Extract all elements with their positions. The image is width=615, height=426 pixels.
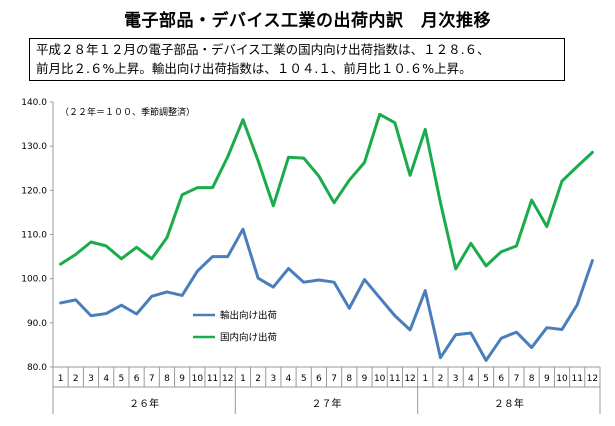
y-axis-tick-labels: 80.0 90.0 100.0 110.0 120.0 130.0 140.0 bbox=[21, 98, 47, 373]
x-tick-label: 11 bbox=[207, 374, 218, 384]
summary-box: 平成２８年１２月の電子部品・デバイス工業の国内向け出荷指数は、１２８.６、 前月… bbox=[29, 38, 565, 81]
x-tick-label: 6 bbox=[316, 374, 322, 384]
y-tick-label: 110.0 bbox=[21, 231, 47, 241]
x-tick-label: 5 bbox=[483, 374, 489, 384]
x-tick-label: 12 bbox=[404, 374, 415, 384]
x-tick-label: 10 bbox=[556, 374, 568, 384]
x-tick-label: 4 bbox=[286, 374, 292, 384]
x-tick-label: 8 bbox=[346, 374, 352, 384]
y-tick-label: 80.0 bbox=[27, 363, 47, 373]
x-tick-label: 10 bbox=[374, 374, 386, 384]
x-tick-label: 2 bbox=[438, 374, 444, 384]
x-tick-label: 8 bbox=[529, 374, 535, 384]
year-label: ２８年 bbox=[494, 397, 524, 410]
x-tick-label: 5 bbox=[119, 374, 125, 384]
x-tick-label: 9 bbox=[179, 374, 185, 384]
x-tick-label: 4 bbox=[468, 374, 474, 384]
year-label: ２６年 bbox=[129, 397, 159, 410]
series-lines bbox=[59, 112, 594, 362]
x-axis-year-labels: ２６年 ２７年 ２８年 bbox=[129, 397, 524, 410]
x-tick-label: 1 bbox=[422, 374, 428, 384]
y-tick-label: 120.0 bbox=[21, 186, 47, 196]
x-axis-month-labels: 1 2 3 4 5 6 7 8 9 10 11 12 1 2 3 4 5 6 7 8 9 10 11 12 1 2 3 4 5 6 7 8 9 1… bbox=[58, 374, 598, 384]
x-tick-label: 7 bbox=[514, 374, 520, 384]
x-tick-label: 1 bbox=[240, 374, 246, 384]
x-tick-label: 3 bbox=[270, 374, 276, 384]
x-tick-label: 9 bbox=[362, 374, 368, 384]
series-line-export bbox=[59, 227, 594, 362]
x-tick-label: 12 bbox=[587, 374, 598, 384]
y-tick-label: 130.0 bbox=[21, 142, 47, 152]
x-tick-label: 8 bbox=[164, 374, 170, 384]
summary-line-2: 前月比２.６%上昇。輸出向け出荷指数は、１０４.１、前月比１０.６%上昇。 bbox=[36, 61, 472, 76]
x-tick-label: 5 bbox=[301, 374, 307, 384]
x-tick-label: 6 bbox=[134, 374, 140, 384]
x-tick-label: 6 bbox=[498, 374, 504, 384]
chart-axes bbox=[50, 101, 601, 414]
x-tick-label: 4 bbox=[103, 374, 109, 384]
legend-label-export: 輸出向け出荷 bbox=[220, 310, 278, 322]
y-tick-label: 140.0 bbox=[21, 98, 47, 108]
x-tick-label: 1 bbox=[58, 374, 64, 384]
x-tick-label: 7 bbox=[331, 374, 337, 384]
x-tick-label: 7 bbox=[149, 374, 155, 384]
x-tick-label: 3 bbox=[88, 374, 94, 384]
summary-line-1: 平成２８年１２月の電子部品・デバイス工業の国内向け出荷指数は、１２８.６、 bbox=[36, 42, 490, 57]
x-tick-label: 11 bbox=[571, 374, 582, 384]
legend: 輸出向け出荷 国内向け出荷 bbox=[193, 310, 278, 344]
series-line-domestic bbox=[59, 112, 594, 271]
y-tick-label: 90.0 bbox=[27, 319, 47, 329]
y-tick-label: 100.0 bbox=[21, 275, 47, 285]
chart-note: （２２年＝１００、季節調整済） bbox=[60, 106, 195, 118]
x-tick-label: 11 bbox=[389, 374, 400, 384]
x-tick-label: 12 bbox=[222, 374, 233, 384]
x-tick-label: 3 bbox=[453, 374, 459, 384]
x-tick-label: 2 bbox=[73, 374, 79, 384]
legend-label-domestic: 国内向け出荷 bbox=[220, 332, 278, 344]
x-tick-label: 9 bbox=[544, 374, 550, 384]
page-title: 電子部品・デバイス工業の出荷内訳 月次推移 bbox=[124, 11, 491, 31]
year-label: ２７年 bbox=[312, 397, 342, 410]
x-tick-label: 2 bbox=[255, 374, 261, 384]
x-tick-label: 10 bbox=[192, 374, 204, 384]
